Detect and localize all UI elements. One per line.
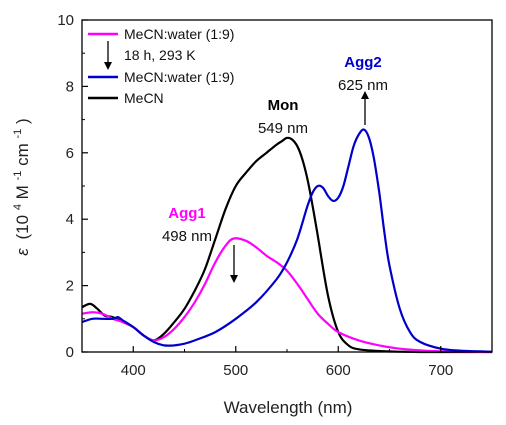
- annotation-title-1: Mon: [268, 97, 299, 114]
- y-axis-symbol: ε: [13, 248, 32, 256]
- annotation-title-0: Agg1: [168, 205, 206, 222]
- y-axis-units-exp1: 4: [12, 204, 24, 210]
- y-axis-units-open: (10: [13, 215, 32, 240]
- series-layer: [81, 128, 493, 354]
- legend-arrow-head: [104, 62, 112, 70]
- y-axis-units-close: ): [13, 118, 32, 124]
- legend-label-0: MeCN:water (1:9): [124, 26, 234, 42]
- y-tick-label-4: 4: [66, 211, 74, 228]
- series-line-0: [81, 136, 492, 354]
- legend: MeCN:water (1:9) 18 h, 293 K MeCN:water (1…: [88, 26, 234, 106]
- x-tick-label-700: 700: [428, 362, 453, 379]
- y-tick-label-6: 6: [66, 145, 74, 162]
- y-axis-units-exp3: -1: [12, 129, 24, 139]
- legend-label-3: MeCN: [124, 90, 164, 106]
- annotation-arrow-head-0: [230, 275, 238, 283]
- y-tick-label-10: 10: [57, 12, 74, 29]
- x-tick-label-500: 500: [223, 362, 248, 379]
- y-axis-title: ε (10 4 M -1 cm -1 ): [6, 118, 32, 255]
- legend-label-2: MeCN:water (1:9): [124, 69, 234, 85]
- y-tick-label-8: 8: [66, 78, 74, 95]
- annotation-arrow-head-2: [361, 91, 369, 99]
- y-tick-label-0: 0: [66, 344, 74, 361]
- y-axis-units-mid2: cm: [13, 143, 32, 166]
- x-axis-title: Wavelength (nm): [224, 398, 353, 417]
- annotation-value-1: 549 nm: [258, 120, 308, 137]
- x-tick-label-600: 600: [326, 362, 351, 379]
- annotations: Agg1 498 nm Mon 549 nm Agg2 625 nm: [162, 54, 388, 283]
- annotation-value-2: 625 nm: [338, 77, 388, 94]
- y-axis-units-exp2: -1: [12, 171, 24, 181]
- y-tick-label-2: 2: [66, 278, 74, 295]
- legend-label-1: 18 h, 293 K: [124, 47, 196, 63]
- ticks-layer: 400 500 600 700 0 2 4 6 8 10: [57, 12, 493, 379]
- annotation-title-2: Agg2: [344, 54, 382, 71]
- y-axis-units-mid: M: [13, 185, 32, 199]
- series-line-2: [81, 128, 493, 353]
- x-tick-label-400: 400: [121, 362, 146, 379]
- annotation-value-0: 498 nm: [162, 228, 212, 245]
